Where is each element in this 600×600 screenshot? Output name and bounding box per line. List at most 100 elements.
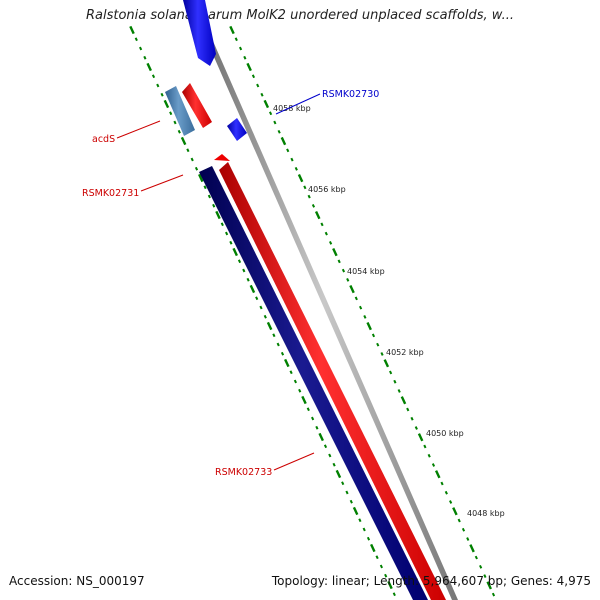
sequence-backbone bbox=[189, 0, 458, 600]
scale-tick-minor bbox=[431, 463, 436, 467]
scale-tick-minor bbox=[414, 426, 418, 430]
scale-tick-major bbox=[249, 284, 256, 294]
scale-tick-minor bbox=[207, 194, 211, 199]
scale-tick-minor bbox=[286, 148, 290, 153]
gene-feature-rsmk02731[interactable] bbox=[199, 166, 428, 600]
scale-tick-minor bbox=[190, 157, 194, 162]
scale-tick-major bbox=[400, 396, 407, 405]
scale-tick-minor bbox=[143, 55, 147, 60]
gene-label-rsmk02733[interactable]: RSMK02733 bbox=[215, 467, 272, 478]
scale-tick-major bbox=[280, 136, 287, 146]
scale-tick-minor bbox=[392, 592, 396, 597]
scale-tick-minor bbox=[243, 55, 247, 60]
scale-tick-major bbox=[349, 285, 355, 294]
scale-tick-minor bbox=[273, 120, 277, 125]
leader-line-rsmk02730 bbox=[275, 93, 321, 115]
scale-tick-minor bbox=[410, 416, 414, 421]
scale-tick-minor bbox=[461, 527, 466, 532]
scale-tick-minor bbox=[457, 518, 461, 523]
scale-tick-minor bbox=[366, 536, 371, 541]
scale-tick-minor bbox=[354, 296, 358, 301]
scale-tick-minor bbox=[306, 407, 310, 412]
scale-tick-major bbox=[266, 321, 273, 331]
scale-tick-major bbox=[301, 395, 307, 405]
scale-tick-minor bbox=[242, 268, 246, 273]
scale-tick-major bbox=[352, 506, 359, 516]
scale-tick-minor bbox=[269, 111, 273, 116]
scale-tick-major bbox=[284, 358, 290, 368]
scale-label-4050: 4050 kbp bbox=[426, 429, 464, 438]
scale-tick-major bbox=[246, 62, 252, 72]
scale-tick-major bbox=[198, 173, 204, 183]
leader-line-rsmk02731 bbox=[140, 174, 184, 192]
scale-tick-minor bbox=[427, 453, 431, 458]
scale-tick-minor bbox=[251, 74, 256, 79]
scale-tick-minor bbox=[229, 240, 233, 245]
scale-tick-minor bbox=[237, 259, 242, 264]
scale-tick-minor bbox=[359, 305, 363, 310]
scale-tick-minor bbox=[466, 537, 470, 541]
scale-tick-minor bbox=[298, 388, 302, 393]
scale-tick-minor bbox=[440, 481, 444, 486]
scale-tick-minor bbox=[280, 351, 285, 356]
accession-text: Accession: NS_000197 bbox=[9, 574, 145, 588]
scale-tick-minor bbox=[220, 222, 224, 227]
scale-tick-major bbox=[417, 433, 424, 442]
scale-tick-minor bbox=[397, 389, 401, 393]
scale-tick-major bbox=[366, 322, 372, 331]
scale-tick-major bbox=[318, 432, 324, 442]
gene-feature-rsmk02730[interactable] bbox=[227, 118, 247, 141]
gene-label-rsmk02731[interactable]: RSMK02731 bbox=[82, 188, 139, 199]
gene-feature-top-blue[interactable] bbox=[183, 0, 216, 66]
scale-tick-minor bbox=[234, 37, 238, 42]
scale-tick-major bbox=[332, 247, 338, 257]
scale-tick-major bbox=[215, 210, 221, 220]
scale-tick-minor bbox=[289, 370, 293, 375]
scale-tick-major bbox=[180, 136, 187, 146]
scale-ticks-left bbox=[129, 25, 396, 597]
scale-tick-major bbox=[452, 507, 458, 516]
scale-label-4052: 4052 kbp bbox=[386, 348, 424, 357]
scale-tick-minor bbox=[483, 574, 487, 578]
scale-tick-major bbox=[129, 25, 135, 35]
scale-tick-minor bbox=[225, 231, 229, 236]
scale-tick-minor bbox=[256, 83, 260, 88]
scale-tick-major bbox=[335, 469, 342, 479]
scale-tick-minor bbox=[134, 37, 138, 42]
scale-label-4048: 4048 kbp bbox=[467, 509, 505, 518]
gene-label-acds[interactable]: acdS bbox=[92, 134, 115, 145]
scale-tick-major bbox=[469, 544, 475, 553]
scale-tick-minor bbox=[311, 416, 315, 421]
scale-tick-minor bbox=[294, 166, 298, 171]
scale-tick-major bbox=[297, 173, 304, 183]
scale-tick-minor bbox=[272, 333, 276, 338]
scale-tick-minor bbox=[156, 83, 160, 88]
leader-line-acds bbox=[116, 120, 161, 139]
scale-tick-major bbox=[146, 62, 152, 72]
scale-tick-minor bbox=[203, 185, 207, 190]
scale-tick-minor bbox=[307, 194, 311, 199]
scale-tick-minor bbox=[346, 278, 350, 282]
scale-tick-minor bbox=[311, 203, 316, 208]
scale-tick-minor bbox=[277, 129, 281, 134]
scale-tick-minor bbox=[276, 342, 280, 347]
scale-tick-minor bbox=[194, 166, 199, 171]
gene-feature-rsmk02733[interactable] bbox=[219, 162, 446, 600]
scale-tick-minor bbox=[293, 379, 297, 384]
scale-tick-minor bbox=[349, 499, 353, 504]
gene-label-rsmk02730[interactable]: RSMK02730 bbox=[322, 89, 379, 100]
scale-tick-minor bbox=[341, 481, 345, 486]
scale-tick-major bbox=[163, 99, 170, 109]
scale-tick-minor bbox=[384, 573, 388, 578]
gene-feature-acds[interactable] bbox=[182, 83, 212, 128]
scale-tick-minor bbox=[341, 268, 346, 273]
scale-tick-minor bbox=[363, 315, 367, 319]
gene-feature-acds-highlight[interactable] bbox=[165, 86, 195, 136]
scale-label-4058: 4058 kbp bbox=[273, 104, 311, 113]
scale-tick-minor bbox=[345, 490, 349, 495]
gene-feature-small-red[interactable] bbox=[214, 154, 230, 161]
scale-tick-minor bbox=[393, 379, 397, 384]
leader-line-rsmk02733 bbox=[273, 452, 315, 471]
scale-tick-minor bbox=[376, 342, 380, 347]
